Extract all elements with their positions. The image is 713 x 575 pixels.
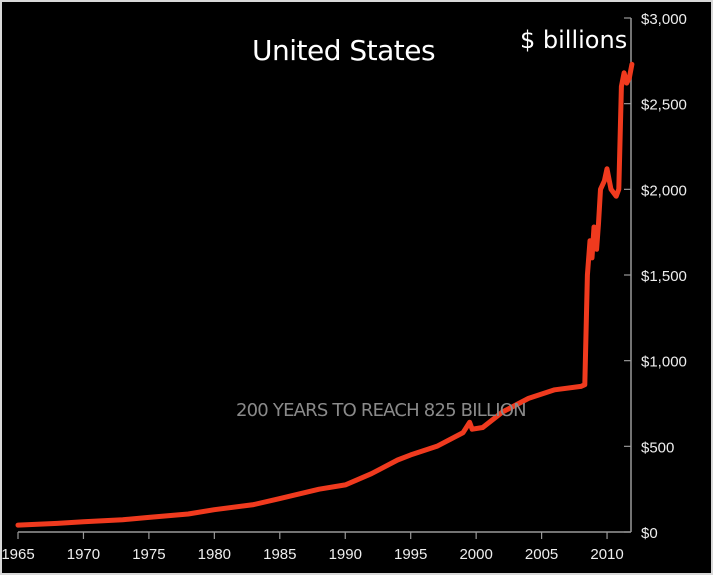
y-tick-label: $0: [641, 525, 658, 542]
y-tick-label: $3,000: [641, 11, 687, 28]
x-tick-label: 1975: [132, 546, 165, 563]
y-tick-label: $2,000: [641, 182, 687, 199]
y-tick-label: $1,500: [641, 268, 687, 285]
y-tick-label: $1,000: [641, 354, 687, 371]
y-tick-label: $500: [641, 439, 674, 456]
x-tick-label: 1985: [263, 546, 296, 563]
series-line: [15, 61, 635, 528]
x-tick-label: 2005: [525, 546, 558, 563]
annotation: 200 YEARS TO REACH 825 BILLION: [236, 400, 527, 421]
x-tick-label: 2000: [459, 546, 492, 563]
chart-title: United States: [252, 34, 436, 67]
x-tick-label: 1990: [329, 546, 362, 563]
x-tick-label: 1970: [67, 546, 100, 563]
x-tick-label: 2010: [590, 546, 623, 563]
y-axis-label: $ billions: [520, 26, 628, 54]
x-tick-label: 1995: [394, 546, 427, 563]
y-tick-label: $2,500: [641, 97, 687, 114]
x-tick-label: 1980: [198, 546, 231, 563]
x-tick-label: 1965: [2, 546, 35, 563]
